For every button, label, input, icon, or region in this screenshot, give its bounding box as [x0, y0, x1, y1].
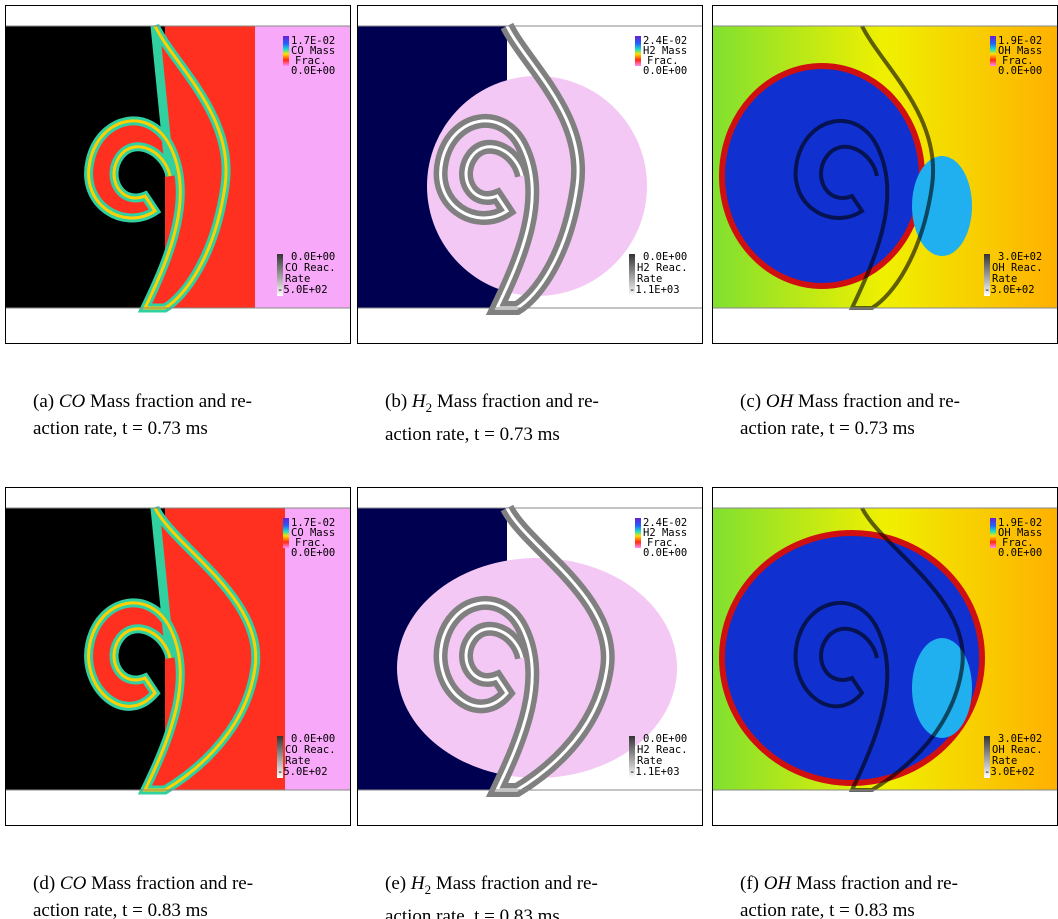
caption-text: Mass fraction and re- [436, 873, 598, 894]
field-region [912, 156, 972, 256]
colorbar-mass [635, 36, 641, 66]
caption-label: (d) [33, 873, 55, 894]
caption: (c) OH Mass fraction and re-action rate,… [740, 388, 1058, 442]
legend-label: 0.0E+00 [291, 65, 335, 77]
caption-label: (e) [385, 873, 406, 894]
caption-label: (c) [740, 391, 761, 412]
caption: (b) H2 Mass fraction and re-action rate,… [385, 388, 705, 448]
legend-label: -1.1E+03 [629, 284, 680, 296]
legend-label: 0.0E+00 [643, 65, 687, 77]
legend-label: -5.0E+02 [277, 766, 328, 778]
caption-species: H [411, 873, 425, 894]
legend-label: -5.0E+02 [277, 284, 328, 296]
caption-text: action rate, t = 0.83 ms [33, 900, 208, 919]
legend-label: -3.0E+02 [984, 284, 1035, 296]
panel: 2.4E-02H2 MassFrac.0.0E+000.0E+00H2 Reac… [357, 487, 703, 826]
caption-text: action rate, t = 0.73 ms [740, 418, 915, 439]
legend-label: 0.0E+00 [998, 547, 1042, 559]
colorbar-mass [635, 518, 641, 548]
caption-text: Mass fraction and re- [437, 391, 599, 412]
caption-species: CO [59, 391, 85, 412]
legend-label: -3.0E+02 [984, 766, 1035, 778]
colorbar-mass [283, 36, 289, 66]
caption-text: action rate, t = 0.83 ms [740, 900, 915, 919]
panel: 1.7E-02CO MassFrac.0.0E+000.0E+00CO Reac… [5, 5, 351, 344]
colorbar-mass [990, 36, 996, 66]
caption-species: H [412, 391, 426, 412]
caption-text: action rate, t = 0.83 ms [385, 906, 560, 919]
legend-label: 0.0E+00 [643, 547, 687, 559]
caption-text: Mass fraction and re- [798, 391, 960, 412]
caption-species: OH [764, 873, 791, 894]
caption-species: OH [766, 391, 793, 412]
caption-label: (a) [33, 391, 54, 412]
caption: (d) CO Mass fraction and re-action rate,… [33, 870, 353, 919]
caption-label: (f) [740, 873, 759, 894]
colorbar-mass [990, 518, 996, 548]
colorbar-mass [283, 518, 289, 548]
caption-species: CO [60, 873, 86, 894]
legend-label: 0.0E+00 [998, 65, 1042, 77]
caption: (e) H2 Mass fraction and re-action rate,… [385, 870, 705, 919]
legend-label: -1.1E+03 [629, 766, 680, 778]
caption-text: Mass fraction and re- [90, 391, 252, 412]
caption: (a) CO Mass fraction and re-action rate,… [33, 388, 353, 442]
caption-label: (b) [385, 391, 407, 412]
legend-label: 0.0E+00 [291, 547, 335, 559]
caption-text: action rate, t = 0.73 ms [385, 424, 560, 445]
figure: 1.7E-02CO MassFrac.0.0E+000.0E+00CO Reac… [0, 0, 1058, 919]
caption-species-subscript: 2 [425, 882, 432, 897]
caption-text: Mass fraction and re- [91, 873, 253, 894]
caption-text: Mass fraction and re- [796, 873, 958, 894]
caption-species-subscript: 2 [426, 400, 433, 415]
caption: (f) OH Mass fraction and re-action rate,… [740, 870, 1058, 919]
caption-text: action rate, t = 0.73 ms [33, 418, 208, 439]
